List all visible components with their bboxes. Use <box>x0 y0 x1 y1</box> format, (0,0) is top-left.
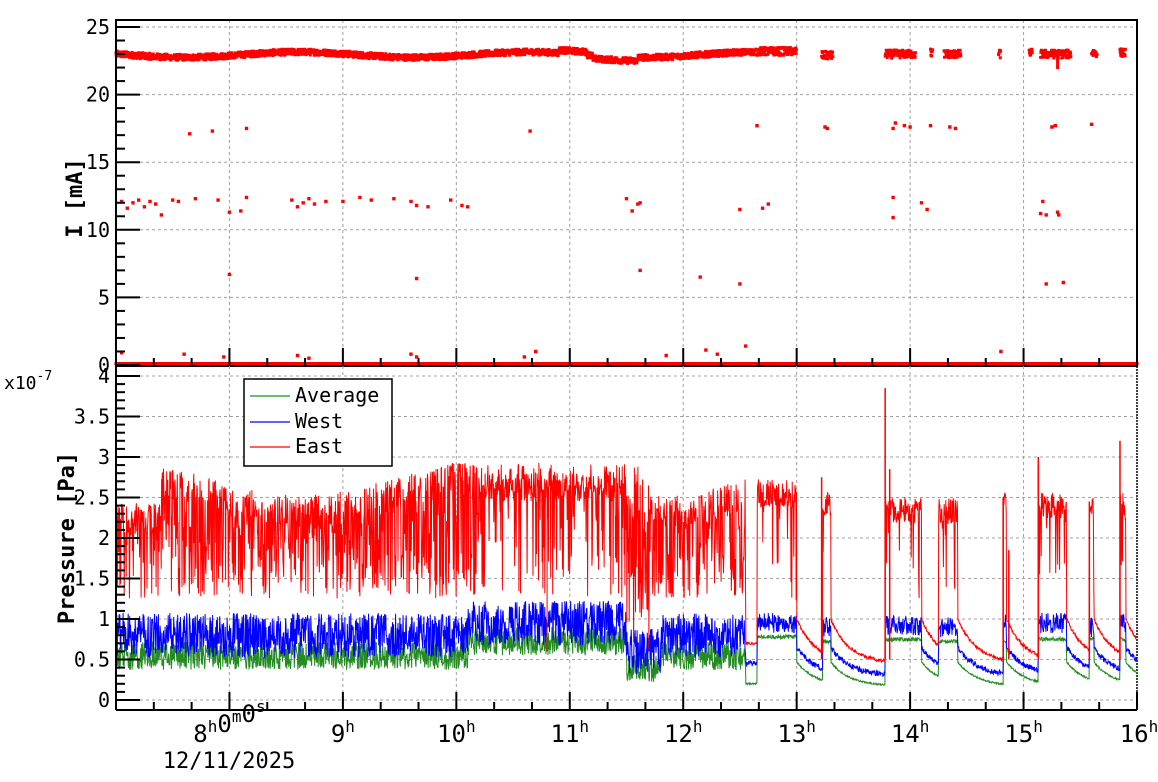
current-y-axis-title: I [mA] <box>63 158 88 237</box>
svg-text:16h: 16h <box>1120 717 1158 748</box>
current-plot-frame <box>115 19 1138 367</box>
svg-text:3: 3 <box>98 445 110 469</box>
current-grid <box>116 20 1137 366</box>
svg-text:15: 15 <box>86 150 110 174</box>
svg-text:10: 10 <box>86 218 110 242</box>
legend-west-label: West <box>295 409 343 433</box>
svg-text:4: 4 <box>98 364 110 388</box>
svg-text:0: 0 <box>98 353 110 377</box>
pressure-line-series <box>115 388 1138 687</box>
legend-average-label: Average <box>295 383 379 407</box>
svg-text:14h: 14h <box>891 717 930 748</box>
current-y-axis: 0 5 10 15 20 25 <box>86 15 140 377</box>
svg-text:13h: 13h <box>777 717 816 748</box>
svg-text:0.5: 0.5 <box>74 648 110 672</box>
pressure-y-axis-title: Pressure [Pa] <box>55 452 80 624</box>
svg-text:10h: 10h <box>437 717 476 748</box>
svg-text:2.5: 2.5 <box>74 486 110 510</box>
pressure-exponent-label: x10-7 <box>4 369 52 394</box>
svg-text:3.5: 3.5 <box>74 405 110 429</box>
svg-text:1.5: 1.5 <box>74 567 110 591</box>
svg-text:5: 5 <box>98 285 110 309</box>
x-axis-date-label: 12/11/2025 <box>163 749 295 774</box>
svg-text:20: 20 <box>86 83 110 107</box>
legend-east-label: East <box>295 434 343 458</box>
pressure-panel: 0 0.5 1 1.5 2 2.5 3 3.5 4 Pressure [Pa] x10-7 Av… <box>4 364 1138 712</box>
svg-text:1: 1 <box>98 607 110 631</box>
pressure-y-axis: 0 0.5 1 1.5 2 2.5 3 3.5 4 <box>74 364 140 712</box>
svg-text:25: 25 <box>86 15 110 39</box>
svg-text:15h: 15h <box>1004 717 1043 748</box>
svg-text:2: 2 <box>98 526 110 550</box>
svg-text:11h: 11h <box>551 717 590 748</box>
svg-text:0: 0 <box>98 688 110 712</box>
current-panel: 0 5 10 15 20 25 I [mA] <box>63 15 1139 377</box>
legend: Average West East <box>243 378 393 467</box>
svg-text:12h: 12h <box>664 717 703 748</box>
current-scatter-series <box>114 45 1139 366</box>
svg-text:9h: 9h <box>331 717 355 748</box>
time-x-axis: 8h0m0s 9h 10h 11h 12h 13h 14h 15h 16h <box>115 348 1158 748</box>
svg-text:8h0m0s: 8h0m0s <box>193 697 265 748</box>
